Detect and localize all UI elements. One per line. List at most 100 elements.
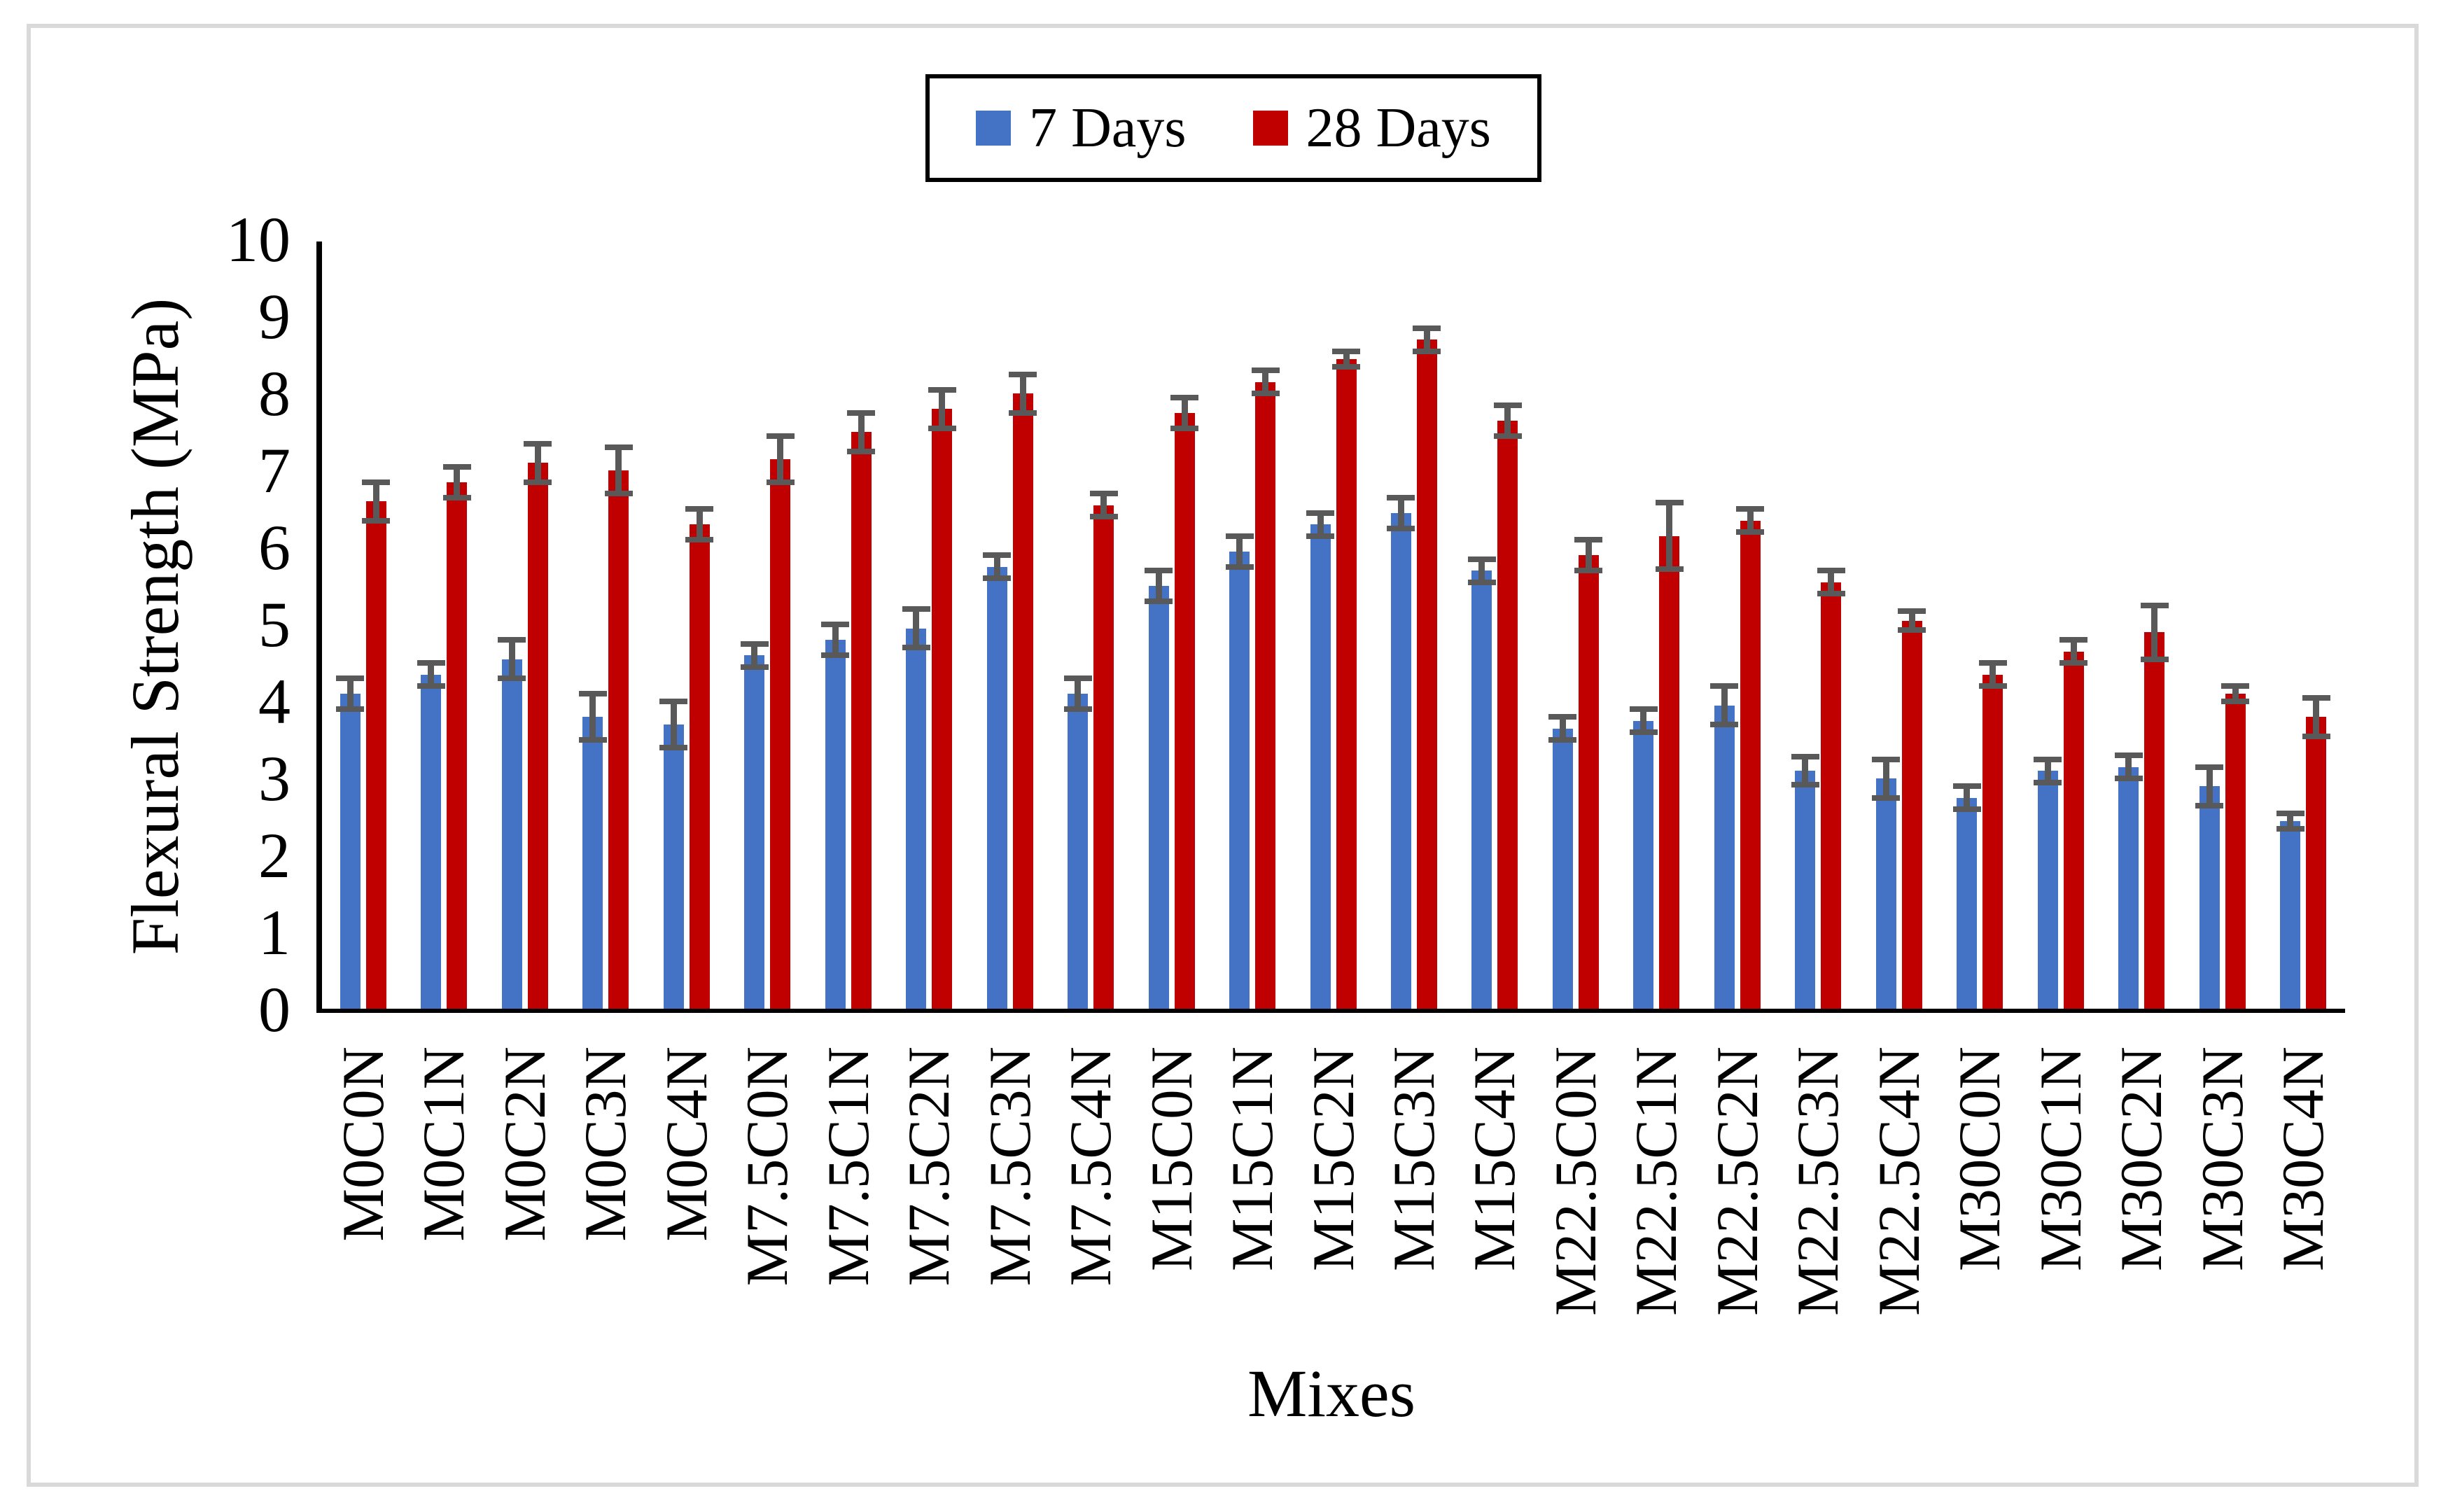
bar-7days-M7.5C4N	[1068, 694, 1089, 1009]
error-bar-cap-bottom	[2221, 699, 2250, 704]
error-bar-whisker	[1882, 759, 1889, 798]
error-bar-whisker	[428, 663, 435, 686]
bar-7days-M22.5C4N	[1875, 778, 1896, 1009]
bar-28days-M30C2N	[2144, 632, 2165, 1009]
bar-7days-M7.5C3N	[986, 566, 1007, 1009]
error-bar-cap-bottom	[336, 706, 365, 712]
error-bar-cap-top	[2221, 683, 2250, 689]
error-bar-whisker	[1828, 570, 1835, 594]
x-tick-label-M7.5C0N: M7.5C0N	[734, 1046, 801, 1287]
error-bar-whisker	[858, 412, 865, 451]
error-bar-cap-top	[1387, 494, 1415, 500]
error-bar-cap-top	[1145, 568, 1173, 573]
error-bar-cap-top	[983, 552, 1012, 558]
error-bar-whisker	[2232, 686, 2239, 701]
x-tick-label-M15C1N: M15C1N	[1219, 1046, 1286, 1272]
error-bar-cap-bottom	[1710, 722, 1739, 727]
error-bar-whisker	[589, 694, 596, 740]
bar-7days-M0C2N	[501, 659, 522, 1009]
error-bar-cap-top	[1170, 394, 1199, 400]
error-bar-whisker	[372, 482, 379, 521]
error-bar-cap-bottom	[2140, 656, 2169, 662]
error-bar-whisker	[1504, 405, 1511, 436]
error-bar-whisker	[2206, 766, 2213, 806]
bar-28days-M7.5C0N	[770, 458, 791, 1009]
error-bar-cap-top	[1872, 756, 1901, 762]
y-tick-label: 8	[258, 358, 291, 429]
error-bar-whisker	[1317, 512, 1324, 536]
bar-7days-M30C3N	[2199, 786, 2220, 1009]
error-bar-cap-bottom	[2276, 825, 2304, 832]
error-bar-cap-bottom	[1817, 591, 1845, 596]
error-bar-cap-top	[498, 637, 526, 643]
error-bar-cap-bottom	[1978, 683, 2007, 689]
error-bar-cap-bottom	[766, 479, 795, 485]
error-bar-cap-bottom	[604, 491, 633, 496]
error-bar-cap-top	[2140, 602, 2169, 608]
error-bar-whisker	[1640, 709, 1647, 732]
x-tick-label-M0C4N: M0C4N	[653, 1046, 720, 1242]
x-tick-label-M15C4N: M15C4N	[1462, 1046, 1528, 1272]
error-bar-cap-top	[2302, 694, 2330, 701]
bar-7days-M30C2N	[2118, 766, 2139, 1009]
error-bar-cap-top	[1063, 676, 1092, 681]
x-tick-label-M22.5C0N: M22.5C0N	[1542, 1046, 1609, 1316]
bar-7days-M22.5C3N	[1795, 771, 1816, 1009]
error-bar-cap-top	[766, 433, 795, 439]
error-bar-whisker	[1747, 509, 1754, 532]
error-bar-whisker	[1236, 536, 1243, 567]
error-bar-cap-top	[336, 676, 365, 681]
error-bar-whisker	[1721, 686, 1728, 724]
error-bar-cap-bottom	[1332, 363, 1360, 370]
y-tick-label: 10	[226, 204, 291, 275]
error-bar-whisker	[1262, 370, 1269, 393]
y-tick-label: 5	[258, 589, 291, 660]
error-bar-whisker	[993, 555, 1000, 578]
bar-7days-M15C1N	[1229, 551, 1250, 1009]
error-bar-cap-bottom	[983, 575, 1012, 581]
error-bar-whisker	[1155, 570, 1162, 601]
error-bar-whisker	[347, 678, 354, 709]
error-bar-cap-top	[1251, 368, 1280, 373]
error-bar-cap-bottom	[1736, 529, 1765, 535]
legend-swatch-28-days	[1252, 111, 1288, 146]
error-bar-cap-bottom	[1225, 564, 1254, 570]
x-tick-label-M7.5C2N: M7.5C2N	[896, 1046, 963, 1287]
x-tick-label-M0C2N: M0C2N	[491, 1046, 558, 1242]
y-tick-label: 1	[258, 897, 291, 968]
error-bar-cap-top	[1548, 714, 1577, 720]
error-bar-cap-bottom	[902, 645, 930, 650]
bar-28days-M22.5C4N	[1901, 620, 1922, 1009]
error-bar-cap-top	[604, 444, 633, 450]
y-tick-label: 6	[258, 512, 291, 583]
error-bar-cap-top	[1629, 706, 1658, 712]
bar-7days-M30C1N	[2037, 771, 2058, 1009]
y-tick-label: 7	[258, 435, 291, 506]
bar-28days-M15C4N	[1497, 420, 1518, 1009]
error-bar-cap-top	[362, 479, 391, 485]
error-bar-cap-top	[578, 691, 607, 696]
legend-item-7-days: 7 Days	[976, 100, 1187, 156]
bar-28days-M30C4N	[2306, 717, 2327, 1009]
error-bar-whisker	[1100, 493, 1107, 517]
error-bar-whisker	[1908, 611, 1915, 630]
error-bar-cap-top	[847, 410, 876, 416]
error-bar-cap-bottom	[1791, 781, 1819, 788]
error-bar-cap-bottom	[1629, 729, 1658, 735]
error-bar-cap-top	[740, 640, 769, 647]
x-tick-label-M22.5C3N: M22.5C3N	[1785, 1046, 1852, 1316]
error-bar-cap-bottom	[2114, 776, 2143, 781]
error-bar-cap-bottom	[1413, 348, 1441, 354]
error-bar-cap-top	[928, 386, 956, 393]
error-bar-whisker	[1181, 397, 1188, 428]
bar-7days-M7.5C1N	[825, 640, 846, 1009]
bar-28days-M30C1N	[2063, 651, 2084, 1009]
error-bar-cap-top	[659, 699, 688, 704]
error-bar-cap-bottom	[740, 664, 769, 670]
error-bar-whisker	[1989, 663, 1996, 686]
error-bar-whisker	[1343, 351, 1350, 367]
error-bar-cap-top	[902, 606, 930, 612]
error-bar-whisker	[1397, 497, 1404, 528]
bar-28days-M15C3N	[1416, 340, 1437, 1009]
error-bar-cap-bottom	[685, 537, 714, 542]
